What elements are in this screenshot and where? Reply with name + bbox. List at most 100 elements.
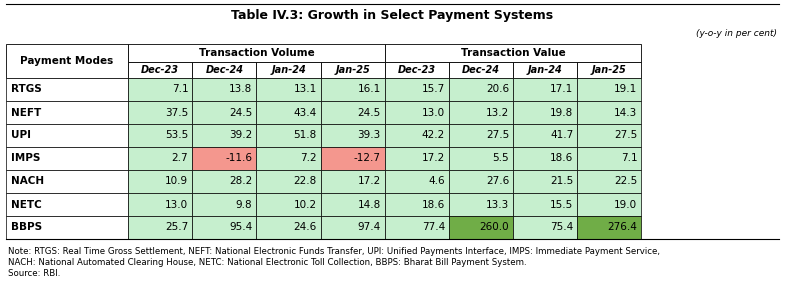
Text: 260.0: 260.0 — [480, 222, 509, 232]
Bar — [320, 147, 385, 170]
Text: 77.4: 77.4 — [422, 222, 445, 232]
Bar — [449, 62, 513, 78]
Bar — [257, 101, 320, 124]
Bar — [192, 147, 257, 170]
Bar — [513, 170, 577, 193]
Bar — [513, 78, 577, 101]
Bar — [6, 193, 128, 216]
Text: 24.5: 24.5 — [357, 108, 381, 118]
Bar — [385, 78, 449, 101]
Bar — [513, 124, 577, 147]
Text: Source: RBI.: Source: RBI. — [8, 269, 60, 278]
Bar — [128, 44, 385, 62]
Text: NEFT: NEFT — [11, 108, 42, 118]
Text: Payment Modes: Payment Modes — [20, 56, 114, 66]
Bar — [320, 216, 385, 239]
Bar — [320, 193, 385, 216]
Bar — [320, 101, 385, 124]
Bar — [577, 62, 641, 78]
Bar — [128, 62, 192, 78]
Text: 13.8: 13.8 — [229, 85, 253, 95]
Text: Jan-25: Jan-25 — [335, 65, 370, 75]
Bar — [513, 147, 577, 170]
Text: 24.6: 24.6 — [294, 222, 316, 232]
Text: -11.6: -11.6 — [225, 154, 253, 164]
Bar — [257, 147, 320, 170]
Text: -12.7: -12.7 — [354, 154, 381, 164]
Bar — [257, 216, 320, 239]
Bar — [513, 216, 577, 239]
Bar — [449, 193, 513, 216]
Bar — [128, 78, 192, 101]
Bar — [257, 124, 320, 147]
Bar — [577, 124, 641, 147]
Bar — [385, 62, 449, 78]
Text: NETC: NETC — [11, 199, 42, 209]
Text: 95.4: 95.4 — [229, 222, 253, 232]
Bar — [257, 170, 320, 193]
Text: Jan-24: Jan-24 — [271, 65, 306, 75]
Bar — [385, 101, 449, 124]
Bar — [385, 147, 449, 170]
Text: 42.2: 42.2 — [422, 131, 445, 141]
Text: 15.5: 15.5 — [550, 199, 573, 209]
Bar — [577, 101, 641, 124]
Bar — [385, 170, 449, 193]
Bar — [6, 147, 128, 170]
Bar — [192, 62, 257, 78]
Text: RTGS: RTGS — [11, 85, 42, 95]
Text: 18.6: 18.6 — [422, 199, 445, 209]
Text: 4.6: 4.6 — [429, 177, 445, 187]
Bar — [6, 124, 128, 147]
Text: 24.5: 24.5 — [229, 108, 253, 118]
Text: 41.7: 41.7 — [550, 131, 573, 141]
Bar — [577, 193, 641, 216]
Text: 13.0: 13.0 — [165, 199, 188, 209]
Bar — [257, 62, 320, 78]
Text: 25.7: 25.7 — [165, 222, 188, 232]
Bar — [577, 147, 641, 170]
Bar — [6, 78, 128, 101]
Bar — [257, 193, 320, 216]
Text: (y-o-y in per cent): (y-o-y in per cent) — [696, 29, 777, 38]
Text: 28.2: 28.2 — [229, 177, 253, 187]
Text: 19.1: 19.1 — [614, 85, 637, 95]
Bar — [6, 44, 128, 78]
Bar — [449, 170, 513, 193]
Bar — [257, 78, 320, 101]
Text: 27.6: 27.6 — [486, 177, 509, 187]
Bar — [6, 101, 128, 124]
Text: 39.2: 39.2 — [229, 131, 253, 141]
Bar — [192, 101, 257, 124]
Text: 19.0: 19.0 — [615, 199, 637, 209]
Text: 2.7: 2.7 — [172, 154, 188, 164]
Text: 7.2: 7.2 — [300, 154, 316, 164]
Text: 37.5: 37.5 — [165, 108, 188, 118]
Text: Transaction Volume: Transaction Volume — [199, 48, 314, 58]
Bar — [192, 216, 257, 239]
Bar — [449, 78, 513, 101]
Bar — [449, 147, 513, 170]
Text: 14.3: 14.3 — [614, 108, 637, 118]
Text: 10.9: 10.9 — [165, 177, 188, 187]
Text: Note: RTGS: Real Time Gross Settlement, NEFT: National Electronic Funds Transfer: Note: RTGS: Real Time Gross Settlement, … — [8, 247, 660, 256]
Text: 17.2: 17.2 — [357, 177, 381, 187]
Text: Transaction Value: Transaction Value — [461, 48, 565, 58]
Text: 43.4: 43.4 — [294, 108, 316, 118]
Text: 9.8: 9.8 — [236, 199, 253, 209]
Text: 19.8: 19.8 — [550, 108, 573, 118]
Text: Jan-24: Jan-24 — [528, 65, 563, 75]
Text: 13.0: 13.0 — [422, 108, 445, 118]
Bar — [513, 193, 577, 216]
Text: Jan-25: Jan-25 — [592, 65, 626, 75]
Bar — [513, 62, 577, 78]
Text: 53.5: 53.5 — [165, 131, 188, 141]
Text: Dec-24: Dec-24 — [462, 65, 500, 75]
Bar — [577, 170, 641, 193]
Text: Dec-23: Dec-23 — [398, 65, 436, 75]
Text: 13.2: 13.2 — [486, 108, 509, 118]
Bar — [128, 124, 192, 147]
Text: 39.3: 39.3 — [357, 131, 381, 141]
Bar — [449, 101, 513, 124]
Bar — [192, 124, 257, 147]
